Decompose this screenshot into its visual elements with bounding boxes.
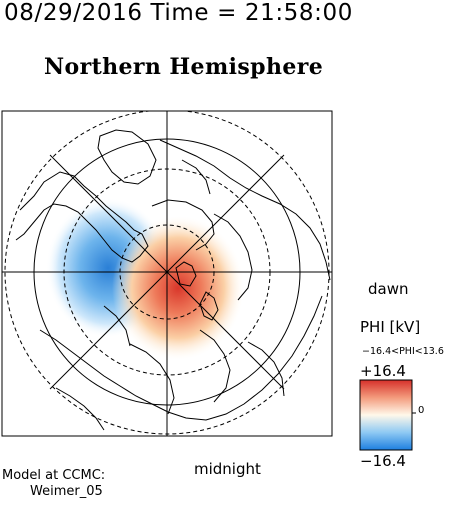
- colorbar-min-label: −16.4: [360, 452, 406, 470]
- model-credit-line1: Model at CCMC:: [2, 468, 106, 483]
- map-plot-area: [2, 111, 332, 436]
- hemisphere-title: Northern Hemisphere: [44, 54, 324, 80]
- dawn-label: dawn: [368, 280, 409, 298]
- map-frame: [1, 110, 333, 437]
- positive-potential-cell: [112, 216, 244, 360]
- colorbar-max-label: +16.4: [360, 362, 406, 380]
- coastlines: [15, 129, 331, 431]
- date-time-header: 08/29/2016 Time = 21:58:00: [4, 0, 353, 26]
- colorbar-zero-label: 0: [418, 405, 425, 416]
- colorbar-range: −16.4<PHI<13.6: [362, 346, 444, 357]
- colorbar: [359, 379, 413, 451]
- colorbar-title: PHI [kV]: [360, 318, 421, 336]
- model-credit-line2: Weimer_05: [30, 484, 103, 499]
- meridian-lines: [2, 111, 332, 436]
- midnight-label: midnight: [194, 460, 261, 478]
